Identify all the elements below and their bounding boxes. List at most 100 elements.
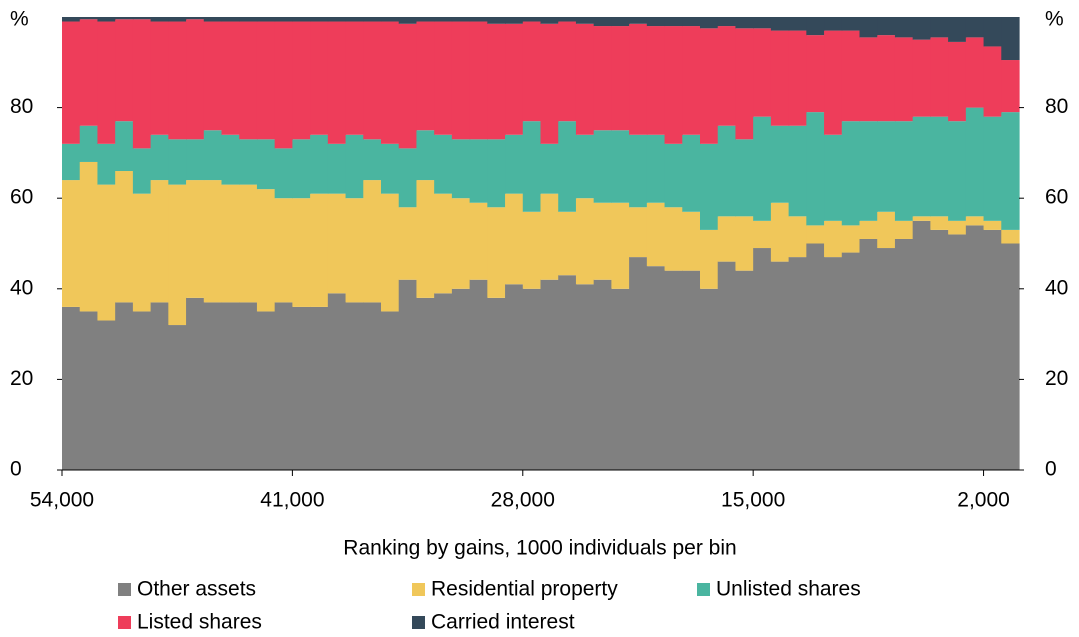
- bar-segment: [629, 257, 648, 470]
- y-tick-label-right: 60: [1045, 186, 1068, 209]
- bar-segment: [735, 216, 754, 271]
- bar-segment: [894, 17, 914, 38]
- bar-segment: [203, 180, 223, 303]
- bar-segment: [629, 23, 648, 135]
- bar-segment: [97, 17, 116, 22]
- bar-segment: [62, 306, 81, 470]
- bar-segment: [770, 17, 790, 31]
- bar-segment: [646, 134, 666, 203]
- bar-segment: [540, 23, 559, 144]
- bar-segment: [115, 121, 134, 172]
- bar-segment: [469, 17, 488, 22]
- bar-segment: [292, 198, 311, 307]
- bar-segment: [788, 30, 807, 126]
- bar-segment: [132, 311, 152, 470]
- bar-segment: [239, 17, 258, 22]
- legend-swatch: [118, 616, 131, 629]
- bar-segment: [717, 261, 737, 470]
- bar-segment: [540, 143, 559, 194]
- legend-label: Listed shares: [137, 611, 262, 634]
- bar-segment: [451, 198, 471, 289]
- legend-label: Carried interest: [431, 611, 575, 634]
- bar-segment: [398, 279, 418, 470]
- bar-segment: [416, 17, 435, 22]
- bar-segment: [487, 23, 506, 140]
- bar-segment: [434, 293, 453, 470]
- bar-segment: [398, 207, 418, 280]
- bar-segment: [150, 21, 169, 135]
- bar-segment: [398, 23, 418, 149]
- bar-segment: [788, 17, 807, 31]
- bar-segment: [487, 17, 506, 24]
- bar-segment: [221, 134, 240, 185]
- bar-segment: [894, 37, 914, 122]
- bar-segment: [310, 17, 329, 22]
- bar-segment: [132, 17, 152, 20]
- bar-segment: [97, 184, 116, 321]
- bar-segment: [79, 17, 99, 20]
- bar-segment: [274, 198, 293, 303]
- bar-segment: [983, 46, 1002, 117]
- bar-segment: [788, 125, 807, 217]
- y-tick-label-right: 20: [1045, 367, 1068, 390]
- bar-segment: [611, 130, 630, 203]
- bar-segment: [859, 238, 878, 470]
- legend-swatch: [118, 583, 131, 596]
- bar-segment: [575, 23, 595, 135]
- bar-segment: [62, 17, 81, 22]
- bar-segment: [274, 148, 293, 199]
- bar-segment: [256, 21, 276, 140]
- bar-segment: [62, 21, 81, 144]
- bar-segment: [593, 130, 612, 203]
- bar-segment: [416, 297, 435, 470]
- bar-segment: [221, 302, 240, 470]
- legend-label: Other assets: [137, 578, 256, 601]
- bar-segment: [770, 261, 790, 470]
- bar-segment: [292, 139, 311, 199]
- bar-segment: [894, 121, 914, 221]
- bar-segment: [841, 121, 861, 226]
- bar-segment: [948, 41, 967, 122]
- bar-segment: [806, 225, 825, 244]
- bar-segment: [168, 139, 187, 185]
- bar-segment: [593, 26, 612, 131]
- bar-segment: [735, 28, 754, 140]
- bar-segment: [558, 21, 577, 122]
- bar-segment: [221, 184, 240, 303]
- bar-segment: [522, 121, 542, 212]
- bar-segment: [717, 216, 737, 262]
- bar-segment: [132, 148, 152, 194]
- bar-segment: [965, 37, 985, 108]
- y-tick-label: 60: [10, 186, 33, 209]
- bar-segment: [345, 21, 364, 135]
- bar-segment: [824, 134, 843, 221]
- bar-segment: [451, 139, 471, 199]
- x-tick-label: 28,000: [491, 489, 555, 512]
- bar-segment: [150, 134, 169, 181]
- bar-segment: [327, 193, 347, 294]
- bar-segment: [877, 248, 896, 470]
- bar-segment: [79, 311, 99, 470]
- bar-segment: [629, 17, 648, 24]
- bar-segment: [381, 17, 400, 22]
- bar-segment: [1001, 229, 1020, 244]
- legend-label: Unlisted shares: [716, 578, 861, 601]
- bar-segment: [1001, 243, 1020, 470]
- bar-segment: [629, 207, 648, 258]
- legend-swatch: [697, 583, 710, 596]
- bar-segment: [930, 37, 949, 117]
- bar-segment: [841, 225, 861, 253]
- bar-segment: [469, 202, 488, 280]
- x-axis-title: Ranking by gains, 1000 individuals per b…: [343, 537, 736, 560]
- bar-segment: [770, 202, 790, 262]
- bar-segment: [398, 17, 418, 24]
- bar-segment: [186, 180, 205, 298]
- bar-segment: [274, 17, 293, 22]
- bar-segment: [770, 125, 790, 203]
- y-tick-label: 80: [10, 95, 33, 118]
- bar-segment: [451, 17, 471, 22]
- bar-segment: [717, 17, 737, 27]
- bar-segment: [540, 17, 559, 24]
- bar-segment: [327, 293, 347, 470]
- bar-segment: [841, 252, 861, 470]
